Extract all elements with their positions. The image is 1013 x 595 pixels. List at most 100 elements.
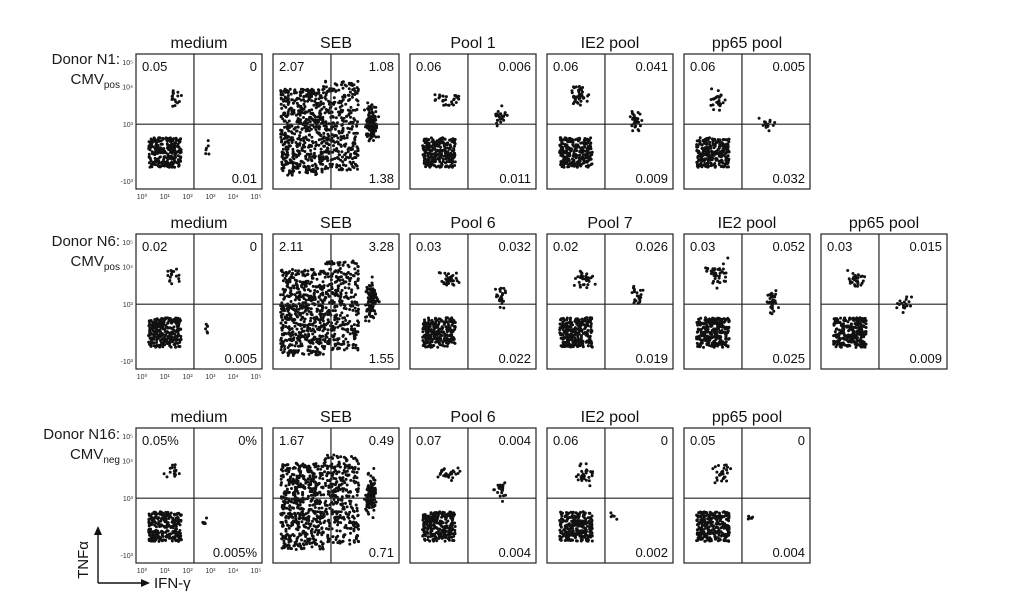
data-point (444, 95, 448, 99)
data-point (174, 345, 178, 349)
data-point (561, 160, 565, 164)
data-point (343, 153, 347, 157)
data-point (559, 317, 563, 321)
data-point (354, 271, 358, 275)
data-point (703, 157, 707, 161)
data-point (174, 155, 177, 159)
data-point (152, 320, 156, 324)
data-point (310, 159, 314, 163)
data-point (337, 269, 341, 273)
data-point (709, 324, 713, 328)
data-point (726, 144, 730, 148)
data-point (426, 336, 430, 340)
data-point (452, 283, 456, 287)
data-point (309, 149, 313, 152)
data-point (703, 322, 706, 326)
data-point (147, 334, 151, 338)
data-point (308, 327, 312, 330)
data-point (289, 92, 293, 96)
data-point (326, 321, 330, 325)
data-point (300, 148, 304, 152)
data-point (171, 139, 175, 143)
data-point (444, 318, 448, 322)
data-point (558, 136, 562, 140)
data-point (293, 298, 297, 302)
data-point (368, 288, 372, 292)
data-point (356, 149, 360, 153)
data-point (295, 120, 299, 124)
data-point (635, 291, 639, 295)
data-point (352, 295, 356, 299)
data-point (696, 323, 700, 327)
data-point (495, 295, 498, 299)
data-point (579, 323, 583, 327)
data-point (585, 279, 588, 282)
data-point (346, 276, 350, 280)
data-point (848, 344, 852, 348)
data-point (422, 139, 426, 143)
data-point (424, 345, 428, 349)
data-point (342, 163, 346, 167)
data-point (285, 155, 289, 159)
data-point (438, 335, 442, 339)
data-point (327, 308, 331, 312)
data-point (711, 103, 715, 107)
data-point (354, 309, 358, 313)
data-point (178, 340, 182, 344)
data-point (309, 307, 313, 311)
data-point (318, 160, 322, 164)
data-point (157, 318, 161, 322)
data-point (336, 341, 340, 345)
data-point (314, 345, 318, 349)
data-point (700, 340, 704, 344)
data-point (352, 131, 356, 135)
data-point (314, 144, 318, 148)
data-point (441, 99, 445, 103)
data-point (454, 101, 458, 104)
data-point (311, 337, 315, 341)
data-point (369, 133, 373, 137)
data-point (374, 105, 378, 109)
data-point (311, 284, 315, 288)
data-point (438, 342, 441, 346)
data-point (628, 115, 632, 119)
data-point (309, 111, 313, 115)
data-point (714, 328, 718, 332)
data-point (166, 326, 170, 330)
quadrant-lower-right-value: 0.01 (232, 171, 257, 186)
data-point (172, 343, 176, 346)
data-point (444, 325, 448, 329)
data-point (337, 113, 341, 117)
data-point (309, 127, 313, 131)
data-point (303, 145, 307, 149)
data-point (441, 148, 445, 152)
data-point (345, 136, 349, 140)
data-point (156, 325, 160, 329)
data-point (577, 280, 581, 284)
data-point (162, 322, 166, 325)
data-point (327, 294, 331, 298)
data-point (450, 274, 454, 278)
x-tick-label: 10⁴ (228, 374, 239, 381)
data-point (637, 129, 641, 133)
data-point (147, 147, 151, 151)
data-point (286, 354, 290, 357)
data-point (641, 288, 645, 292)
quadrant-upper-right-value: 0.041 (635, 59, 668, 74)
data-point (429, 154, 433, 158)
data-point (314, 171, 318, 175)
data-point (355, 124, 359, 128)
data-point (371, 114, 375, 118)
quadrant-upper-left-value: 0.06 (690, 59, 715, 74)
data-point (304, 117, 308, 121)
data-point (452, 319, 456, 323)
data-point (445, 344, 449, 348)
x-tick-label: 10¹ (160, 374, 171, 381)
data-point (348, 110, 352, 114)
data-point (340, 150, 344, 154)
data-point (356, 272, 360, 276)
data-point (314, 115, 317, 119)
data-point (309, 329, 313, 333)
data-point (155, 341, 159, 344)
data-point (582, 96, 585, 99)
